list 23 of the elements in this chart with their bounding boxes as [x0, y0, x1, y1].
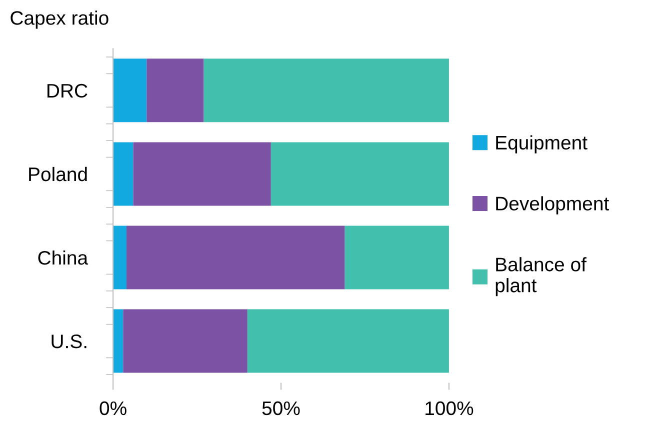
x-tick-label: 0%: [100, 401, 126, 416]
y-tick-label: DRC: [48, 84, 88, 98]
bar: [113, 309, 124, 373]
bar: [344, 226, 449, 290]
bar: [270, 142, 449, 206]
y-tick-label: U.S.: [52, 334, 86, 348]
bar: [247, 309, 449, 373]
bar: [113, 226, 126, 290]
legend-label: Balance of plant: [496, 257, 586, 296]
bar: [204, 58, 449, 122]
x-tick-label: 50%: [262, 401, 300, 416]
x-tick-label: 100%: [426, 401, 474, 416]
y-tick-label: Poland: [29, 166, 87, 182]
bar: [146, 58, 204, 122]
bar: [113, 142, 134, 206]
bar: [123, 309, 248, 373]
bar: [113, 58, 147, 122]
chart-title: Capex ratio: [10, 10, 108, 29]
y-tick-label: China: [38, 250, 88, 265]
bar: [133, 142, 271, 206]
legend-label: Equipment: [496, 135, 588, 154]
bar: [126, 226, 345, 290]
legend-label: Development: [496, 196, 610, 214]
